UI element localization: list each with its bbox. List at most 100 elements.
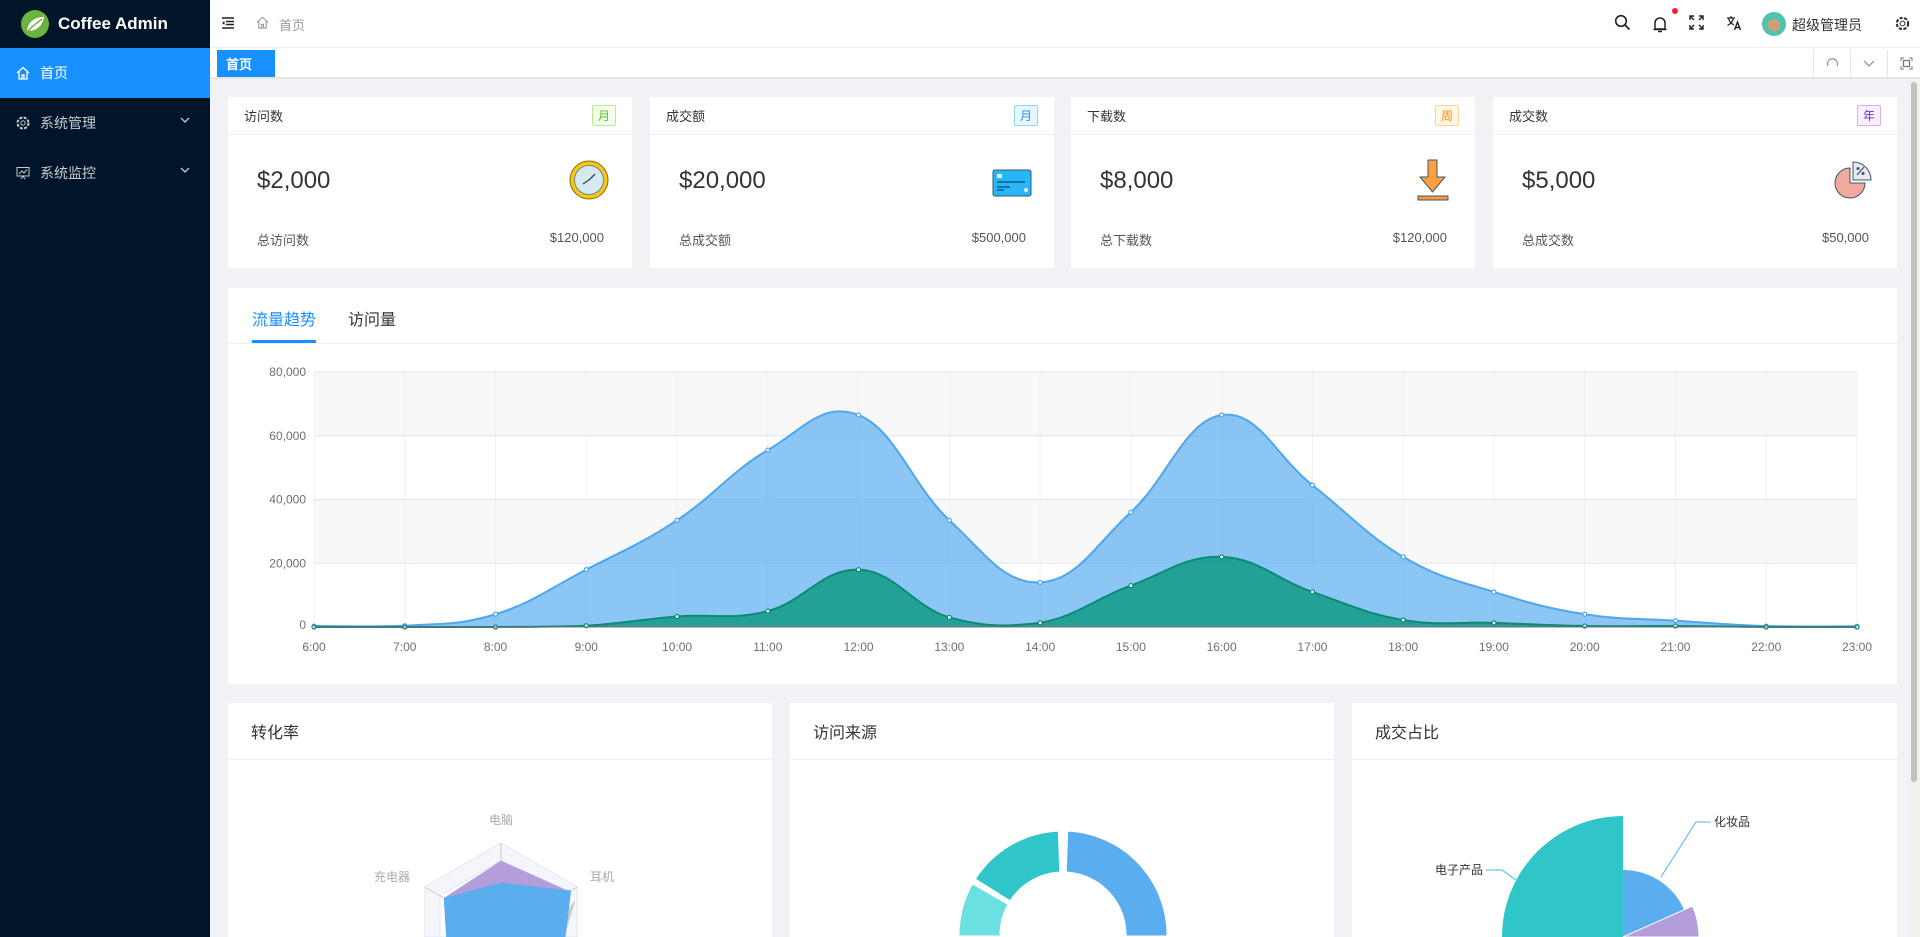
sidebar-item-label: 首页 bbox=[40, 65, 68, 81]
source-card: 访问来源 bbox=[790, 703, 1334, 937]
donut-slice bbox=[972, 828, 1063, 904]
data-point bbox=[1219, 412, 1225, 418]
stat-card-visits: 访问数 月 $2,000 总访问数 $120,000 bbox=[228, 97, 632, 268]
chevron-down-icon bbox=[180, 117, 190, 124]
card-title: 成交数 bbox=[1509, 109, 1549, 124]
x-tick-label: 21:00 bbox=[1660, 640, 1690, 654]
donut-chart bbox=[956, 828, 1170, 937]
series-area bbox=[314, 411, 1857, 627]
bell-icon[interactable] bbox=[1652, 15, 1668, 33]
card-value: $20,000 bbox=[679, 167, 766, 194]
data-point bbox=[1309, 589, 1316, 595]
card-foot-label: 总访问数 bbox=[257, 233, 310, 248]
data-point bbox=[583, 567, 589, 573]
translate-icon[interactable] bbox=[1726, 15, 1742, 31]
user-name[interactable]: 超级管理员 bbox=[1792, 17, 1862, 33]
data-point bbox=[1037, 620, 1043, 626]
data-point bbox=[1309, 482, 1316, 488]
tab-visits[interactable]: 访问量 bbox=[348, 312, 397, 329]
x-tick-label: 20:00 bbox=[1570, 640, 1600, 654]
leaf-logo-icon bbox=[21, 10, 49, 38]
sidebar-item-home[interactable]: 首页 bbox=[0, 48, 210, 98]
rose-slice bbox=[1623, 870, 1685, 937]
stat-card-downloads: 下载数 周 $8,000 总下载数 $120,000 bbox=[1071, 97, 1475, 268]
data-point bbox=[1491, 620, 1497, 626]
pie-label: 电子产品 bbox=[1435, 863, 1483, 877]
data-point bbox=[855, 567, 862, 573]
stat-card-orders: 成交数 年 $5,000 总成交数 $50,000 bbox=[1493, 97, 1897, 268]
card-foot-value: $120,000 bbox=[549, 230, 604, 245]
x-tick-label: 17:00 bbox=[1297, 640, 1327, 654]
period-badge: 月 bbox=[591, 105, 616, 126]
data-point bbox=[765, 608, 771, 614]
x-tick-label: 10:00 bbox=[662, 640, 692, 654]
donut-slice bbox=[1063, 828, 1170, 937]
maximize-icon[interactable] bbox=[1887, 50, 1920, 77]
data-point bbox=[1672, 618, 1679, 624]
breadcrumb[interactable]: 首页 bbox=[279, 18, 306, 33]
logo[interactable]: Coffee Admin bbox=[0, 0, 210, 48]
data-point bbox=[1582, 611, 1588, 617]
radar-series-area bbox=[443, 882, 572, 937]
pie-percent-icon bbox=[1833, 159, 1875, 206]
card-value: $5,000 bbox=[1522, 167, 1596, 194]
menu-fold-icon[interactable] bbox=[221, 16, 235, 30]
deal-ratio-card: 成交占比 化妆品 电子产品 bbox=[1352, 703, 1897, 937]
tab-home[interactable]: 首页 bbox=[217, 50, 275, 77]
x-tick-label: 11:00 bbox=[753, 640, 782, 654]
data-point bbox=[1400, 617, 1406, 623]
clock-icon bbox=[568, 159, 610, 206]
download-icon bbox=[1417, 159, 1449, 206]
period-badge: 周 bbox=[1434, 105, 1459, 126]
sidebar-item-system-monitor[interactable]: 系统监控 bbox=[0, 148, 210, 198]
card-title: 访问数 bbox=[244, 109, 284, 124]
sidebar-item-system-management[interactable]: 系统管理 bbox=[0, 98, 210, 148]
card-value: $8,000 bbox=[1100, 167, 1174, 194]
y-tick-label: 20,000 bbox=[269, 556, 306, 570]
x-tick-label: 7:00 bbox=[393, 640, 417, 654]
grid-band bbox=[314, 372, 1857, 436]
x-tick-label: 14:00 bbox=[1025, 640, 1055, 654]
card-title: 下载数 bbox=[1087, 109, 1127, 124]
page-scrollbar[interactable] bbox=[1908, 80, 1920, 937]
card-title: 成交占比 bbox=[1352, 703, 1897, 760]
chevron-down-icon bbox=[180, 167, 190, 174]
radar-indicator-label: 电脑 bbox=[489, 813, 513, 827]
sidebar-item-label: 系统管理 bbox=[40, 115, 96, 131]
rose-slice bbox=[1622, 905, 1700, 937]
sidebar-item-label: 系统监控 bbox=[40, 165, 96, 181]
chevron-down-icon[interactable] bbox=[1850, 50, 1887, 77]
data-point bbox=[1037, 579, 1043, 585]
x-tick-label: 9:00 bbox=[575, 640, 599, 654]
y-tick-label: 0 bbox=[299, 618, 306, 632]
rose-slice bbox=[1502, 816, 1623, 937]
app-title: Coffee Admin bbox=[58, 14, 168, 33]
label-line bbox=[1486, 869, 1517, 881]
credit-card-icon bbox=[992, 169, 1032, 202]
data-point bbox=[765, 447, 771, 453]
search-icon[interactable] bbox=[1614, 14, 1631, 31]
card-title: 转化率 bbox=[228, 703, 772, 760]
x-tick-label: 8:00 bbox=[484, 640, 508, 654]
label-line bbox=[1660, 821, 1711, 878]
sidebar: Coffee Admin 首页 系统管理 系统监控 bbox=[0, 0, 210, 937]
settings-gear-icon[interactable] bbox=[1895, 16, 1910, 31]
x-tick-label: 13:00 bbox=[934, 640, 964, 654]
tab-traffic-trend[interactable]: 流量趋势 bbox=[252, 312, 317, 329]
period-badge: 月 bbox=[1013, 105, 1038, 126]
conversion-card: 转化率 电脑 耳机 充电器 bbox=[228, 703, 772, 937]
card-foot-label: 总成交数 bbox=[1522, 233, 1575, 248]
data-point bbox=[674, 517, 680, 523]
data-point bbox=[1128, 509, 1134, 515]
fullscreen-icon[interactable] bbox=[1689, 15, 1704, 30]
trend-area-chart: 0 20,000 40,000 60,000 80,000 6:00 7:00 8:00 9:0… bbox=[269, 365, 1872, 654]
card-foot-value: $50,000 bbox=[1822, 230, 1869, 245]
card-title: 成交额 bbox=[666, 109, 706, 124]
grid-band bbox=[314, 499, 1857, 564]
scrollbar-thumb[interactable] bbox=[1911, 82, 1917, 782]
avatar[interactable] bbox=[1762, 12, 1786, 36]
data-point bbox=[1128, 582, 1134, 589]
refresh-icon[interactable] bbox=[1813, 50, 1850, 77]
